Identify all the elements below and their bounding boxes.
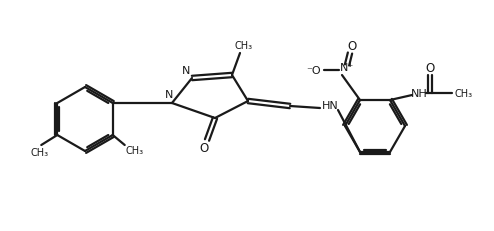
Text: NH: NH <box>411 89 427 99</box>
Text: ⁻O: ⁻O <box>307 66 321 76</box>
Text: CH₃: CH₃ <box>235 41 253 51</box>
Text: HN: HN <box>322 100 338 110</box>
Text: O: O <box>347 39 357 52</box>
Text: N: N <box>182 66 190 76</box>
Text: CH₃: CH₃ <box>30 147 48 157</box>
Text: N: N <box>165 90 173 100</box>
Text: CH₃: CH₃ <box>125 145 144 155</box>
Text: O: O <box>200 142 208 155</box>
Text: O: O <box>425 61 435 74</box>
Text: CH₃: CH₃ <box>455 89 473 99</box>
Text: N⁺: N⁺ <box>340 63 354 73</box>
